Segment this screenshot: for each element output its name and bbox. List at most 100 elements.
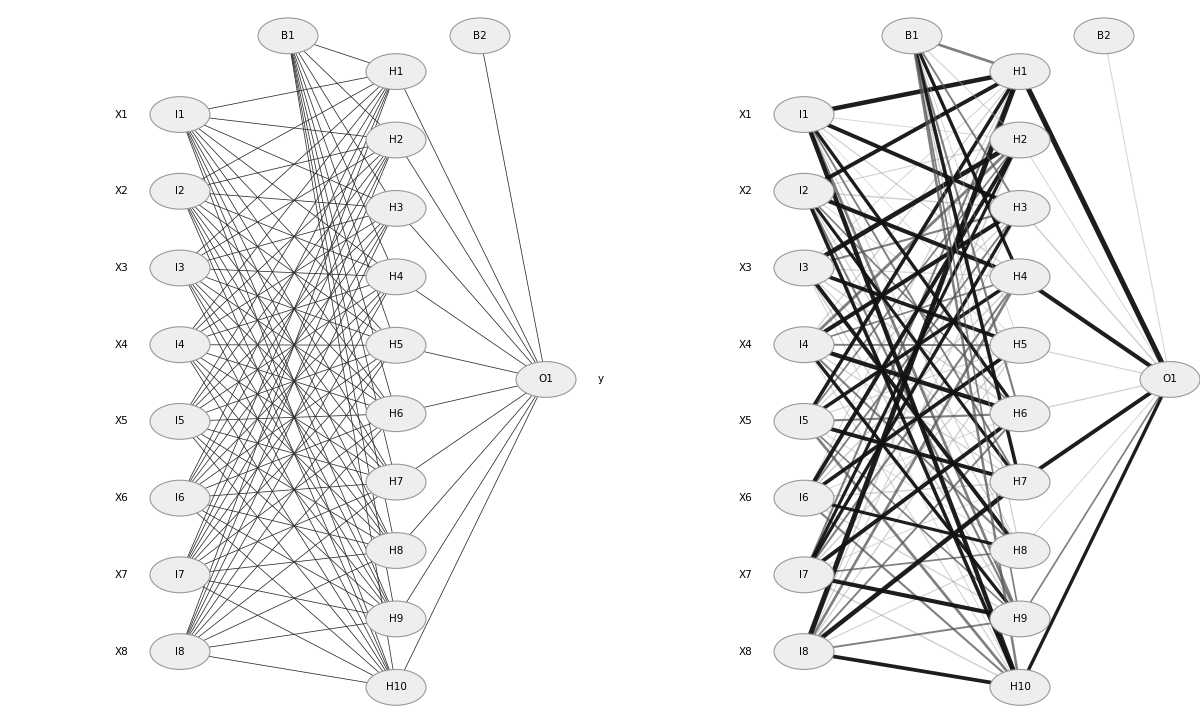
Circle shape [366, 669, 426, 705]
Circle shape [774, 634, 834, 669]
Circle shape [990, 669, 1050, 705]
Text: I3: I3 [175, 263, 185, 273]
Text: H8: H8 [389, 546, 403, 556]
Text: X6: X6 [115, 493, 128, 503]
Circle shape [366, 396, 426, 432]
Text: H4: H4 [389, 272, 403, 282]
Circle shape [990, 190, 1050, 226]
Text: I7: I7 [799, 570, 809, 580]
Text: X1: X1 [115, 110, 128, 120]
Text: H6: H6 [1013, 409, 1027, 419]
Circle shape [366, 190, 426, 226]
Circle shape [150, 326, 210, 362]
Text: H8: H8 [1013, 546, 1027, 556]
Text: X2: X2 [115, 186, 128, 196]
Text: H1: H1 [1013, 67, 1027, 77]
Text: X7: X7 [739, 570, 752, 580]
Circle shape [150, 634, 210, 669]
Circle shape [366, 259, 426, 295]
Text: H2: H2 [389, 135, 403, 145]
Text: I5: I5 [175, 417, 185, 427]
Text: H10: H10 [1009, 682, 1031, 692]
Circle shape [366, 327, 426, 363]
Text: H5: H5 [389, 340, 403, 350]
Circle shape [1074, 18, 1134, 54]
Circle shape [774, 404, 834, 440]
Circle shape [990, 601, 1050, 637]
Circle shape [990, 54, 1050, 90]
Text: I7: I7 [175, 570, 185, 580]
Circle shape [150, 404, 210, 440]
Circle shape [366, 54, 426, 90]
Circle shape [774, 480, 834, 516]
Text: B2: B2 [473, 31, 487, 41]
Text: H6: H6 [389, 409, 403, 419]
Text: H9: H9 [1013, 614, 1027, 624]
Circle shape [774, 173, 834, 209]
Text: H5: H5 [1013, 340, 1027, 350]
Text: I4: I4 [175, 339, 185, 349]
Text: I4: I4 [799, 339, 809, 349]
Circle shape [150, 97, 210, 132]
Text: H9: H9 [389, 614, 403, 624]
Circle shape [150, 250, 210, 286]
Text: I2: I2 [175, 186, 185, 196]
Text: I5: I5 [799, 417, 809, 427]
Text: X7: X7 [115, 570, 128, 580]
Circle shape [366, 601, 426, 637]
Text: H3: H3 [1013, 203, 1027, 213]
Text: I1: I1 [175, 110, 185, 120]
Circle shape [516, 362, 576, 397]
Circle shape [774, 97, 834, 132]
Circle shape [990, 122, 1050, 158]
Text: H1: H1 [389, 67, 403, 77]
Text: I8: I8 [799, 647, 809, 657]
Circle shape [990, 533, 1050, 569]
Text: I6: I6 [175, 493, 185, 503]
Text: O1: O1 [539, 374, 553, 384]
Text: I2: I2 [799, 186, 809, 196]
Text: X1: X1 [739, 110, 752, 120]
Circle shape [366, 122, 426, 158]
Circle shape [150, 173, 210, 209]
Circle shape [990, 396, 1050, 432]
Text: X5: X5 [115, 417, 128, 427]
Text: I3: I3 [799, 263, 809, 273]
Text: I8: I8 [175, 647, 185, 657]
Text: H3: H3 [389, 203, 403, 213]
Text: B2: B2 [1097, 31, 1111, 41]
Text: I6: I6 [799, 493, 809, 503]
Circle shape [366, 464, 426, 500]
Text: B1: B1 [905, 31, 919, 41]
Circle shape [990, 259, 1050, 295]
Text: y: y [598, 374, 604, 384]
Text: X8: X8 [115, 647, 128, 657]
Text: H7: H7 [1013, 477, 1027, 487]
Circle shape [150, 557, 210, 593]
Text: X8: X8 [739, 647, 752, 657]
Text: H10: H10 [385, 682, 407, 692]
Text: X5: X5 [739, 417, 752, 427]
Circle shape [258, 18, 318, 54]
Circle shape [990, 464, 1050, 500]
Circle shape [774, 326, 834, 362]
Circle shape [990, 327, 1050, 363]
Text: I1: I1 [799, 110, 809, 120]
Circle shape [366, 533, 426, 569]
Text: X4: X4 [739, 339, 752, 349]
Text: X3: X3 [739, 263, 752, 273]
Text: H7: H7 [389, 477, 403, 487]
Circle shape [882, 18, 942, 54]
Text: O1: O1 [1163, 374, 1177, 384]
Circle shape [150, 480, 210, 516]
Text: B1: B1 [281, 31, 295, 41]
Text: H2: H2 [1013, 135, 1027, 145]
Circle shape [774, 557, 834, 593]
Text: H4: H4 [1013, 272, 1027, 282]
Text: X2: X2 [739, 186, 752, 196]
Circle shape [450, 18, 510, 54]
Text: X6: X6 [739, 493, 752, 503]
Text: X4: X4 [115, 339, 128, 349]
Circle shape [1140, 362, 1200, 397]
Text: X3: X3 [115, 263, 128, 273]
